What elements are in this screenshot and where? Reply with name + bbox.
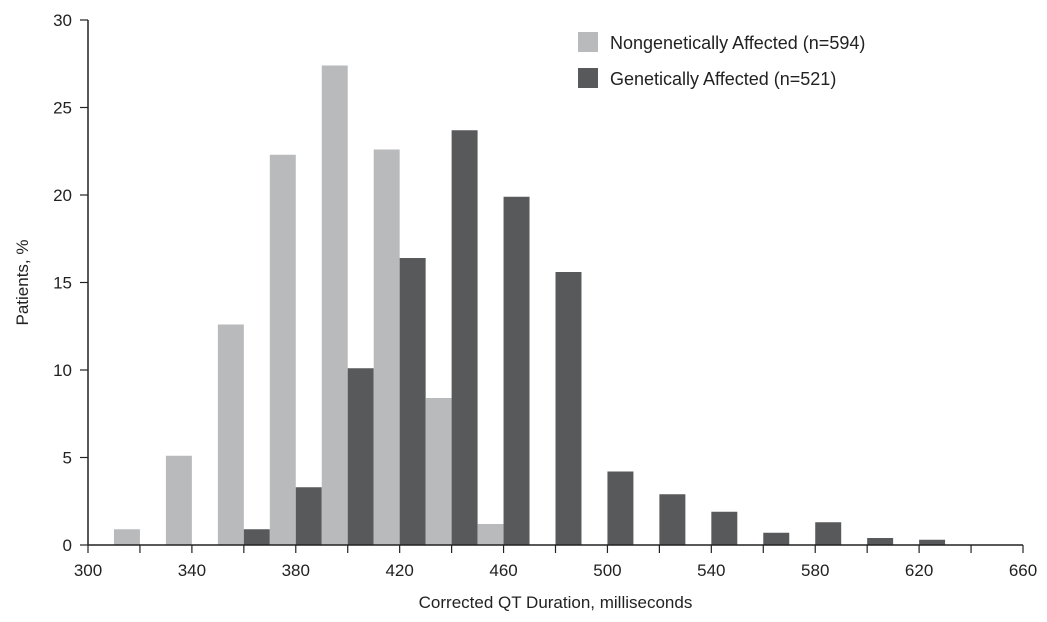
y-tick-label: 25: [53, 99, 72, 118]
x-tick-label: 340: [178, 561, 206, 580]
x-tick-label: 460: [489, 561, 517, 580]
bar-genetic-580: [815, 522, 842, 545]
bar-genetic-540: [711, 511, 738, 545]
x-tick-label: 380: [282, 561, 310, 580]
bar-nongenetic-320: [113, 529, 140, 545]
bar-genetic-380: [295, 487, 322, 545]
bars-group: [113, 65, 946, 545]
bar-nongenetic-460: [477, 524, 504, 545]
bar-genetic-360: [243, 529, 270, 545]
x-tick-label: 300: [74, 561, 102, 580]
x-tick-label: 500: [593, 561, 621, 580]
bar-nongenetic-400: [321, 65, 348, 545]
bar-genetic-500: [607, 471, 634, 545]
legend-label-genetic: Genetically Affected (n=521): [610, 69, 836, 89]
x-ticks-group: 300 340 380 420 460 500 540 580 620 660: [74, 545, 1037, 580]
x-axis-title: Corrected QT Duration, milliseconds: [419, 593, 693, 612]
legend-label-nongenetic: Nongenetically Affected (n=594): [610, 33, 865, 53]
bar-genetic-480: [555, 272, 582, 545]
x-tick-label: 540: [697, 561, 725, 580]
bar-genetic-600: [867, 538, 894, 545]
y-tick-label: 20: [53, 186, 72, 205]
bar-nongenetic-440: [425, 398, 452, 545]
x-tick-label: 420: [385, 561, 413, 580]
x-tick-label: 660: [1009, 561, 1037, 580]
bar-nongenetic-420: [373, 149, 400, 545]
y-ticks-group: 0 5 10 15 20 25 30: [53, 11, 88, 555]
legend: Nongenetically Affected (n=594) Genetica…: [578, 32, 865, 89]
bar-nongenetic-380: [269, 154, 296, 545]
y-tick-label: 15: [53, 274, 72, 293]
bar-nongenetic-360: [217, 324, 244, 545]
legend-swatch-genetic: [578, 68, 598, 88]
x-tick-label: 580: [801, 561, 829, 580]
bar-genetic-520: [659, 494, 686, 545]
y-tick-label: 10: [53, 361, 72, 380]
bar-genetic-620: [919, 539, 946, 545]
y-tick-label: 0: [63, 536, 72, 555]
y-tick-label: 5: [63, 449, 72, 468]
bar-genetic-560: [763, 532, 790, 545]
x-tick-label: 620: [905, 561, 933, 580]
bar-genetic-420: [399, 258, 426, 545]
y-axis-title: Patients, %: [13, 240, 32, 326]
y-tick-label: 30: [53, 11, 72, 30]
bar-genetic-440: [451, 130, 478, 545]
bar-nongenetic-340: [165, 455, 192, 545]
bar-genetic-400: [347, 368, 374, 545]
legend-swatch-nongenetic: [578, 32, 598, 52]
bar-genetic-460: [503, 196, 530, 545]
